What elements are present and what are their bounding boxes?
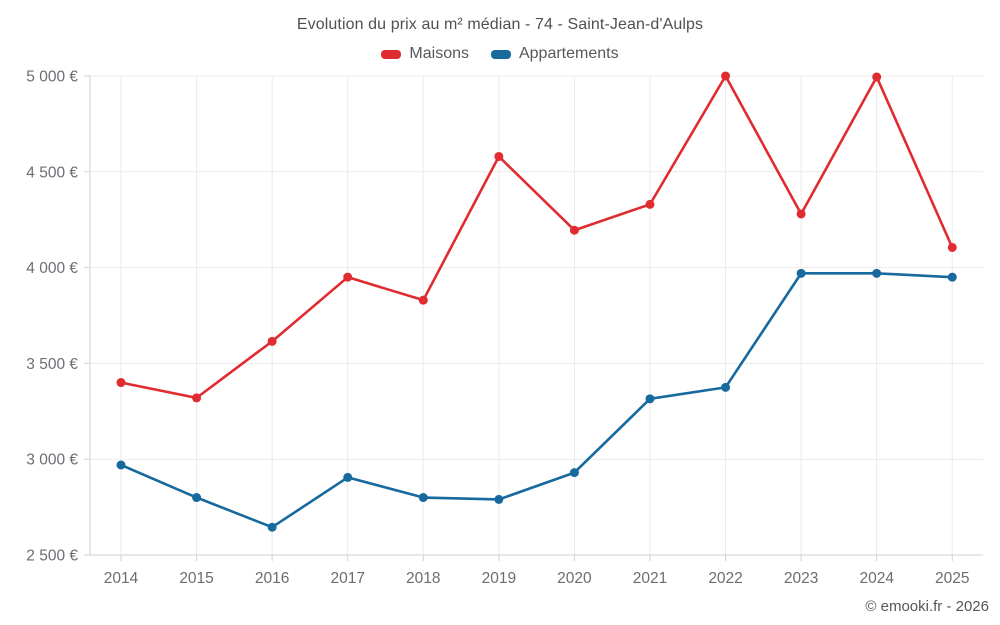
data-point-appartements-2024[interactable] [872,268,882,278]
x-axis-tick-label: 2025 [935,570,969,587]
data-point-maisons-2018[interactable] [418,295,428,305]
data-point-appartements-2016[interactable] [267,522,277,532]
data-point-appartements-2019[interactable] [494,494,504,504]
data-point-appartements-2025[interactable] [947,272,957,282]
appartements-legend-swatch-icon [490,49,511,59]
y-axis-tick-label: 5 000 € [26,69,78,86]
legend-item-maisons[interactable]: Maisons [381,45,469,63]
maisons-legend-label: Maisons [409,45,469,62]
chart-title: Evolution du prix au m² médian - 74 - Sa… [296,16,704,33]
x-axis-tick-label: 2015 [179,570,213,587]
data-point-appartements-2018[interactable] [418,493,428,503]
data-point-maisons-2020[interactable] [569,225,579,235]
data-point-maisons-2015[interactable] [192,393,202,403]
data-point-maisons-2022[interactable] [721,71,731,81]
x-axis-tick-label: 2019 [482,570,516,587]
data-point-maisons-2024[interactable] [872,72,882,82]
appartements-line [119,272,954,529]
maisons-line [119,74,954,400]
y-axis-tick-label: 3 500 € [26,356,78,373]
data-point-appartements-2015[interactable] [192,493,202,503]
x-axis-tick-label: 2016 [255,570,289,587]
data-point-appartements-2021[interactable] [645,394,655,404]
y-axis-tick-label: 3 000 € [26,452,78,469]
data-point-appartements-2020[interactable] [569,468,579,478]
axes [84,75,983,561]
data-point-appartements-2014[interactable] [116,460,126,470]
data-point-appartements-2023[interactable] [796,268,806,278]
x-axis-tick-label: 2021 [633,570,667,587]
x-axis-tick-label: 2020 [557,570,592,587]
appartements-legend-label: Appartements [518,45,619,62]
copyright-credit: © emooki.fr - 2026 [865,598,989,615]
legend-item-appartements[interactable]: Appartements [490,45,619,63]
data-point-maisons-2019[interactable] [494,151,504,161]
y-axis-tick-label: 2 500 € [26,548,78,565]
x-axis-tick-label: 2023 [784,570,818,587]
data-point-maisons-2023[interactable] [796,209,806,219]
series-appartements [116,268,957,532]
data-point-maisons-2016[interactable] [267,336,277,346]
y-axis-tick-label: 4 000 € [26,260,78,277]
series-maisons [116,71,957,403]
x-axis-tick-label: 2018 [406,570,440,587]
maisons-legend-swatch-icon [381,49,402,59]
y-axis-tick-label: 4 500 € [26,164,78,181]
data-point-maisons-2025[interactable] [947,242,957,252]
x-axis-tick-label: 2017 [330,570,364,587]
data-point-maisons-2021[interactable] [645,199,655,209]
data-point-maisons-2017[interactable] [343,272,353,282]
x-axis-tick-label: 2014 [104,570,139,587]
x-axis-tick-label: 2024 [859,570,894,587]
x-axis-tick-label: 2022 [708,570,742,587]
chart-legend: Maisons Appartements [0,45,1000,63]
data-point-maisons-2014[interactable] [116,378,126,388]
gridlines [90,75,983,555]
data-point-appartements-2022[interactable] [721,382,731,392]
data-point-appartements-2017[interactable] [343,472,353,482]
